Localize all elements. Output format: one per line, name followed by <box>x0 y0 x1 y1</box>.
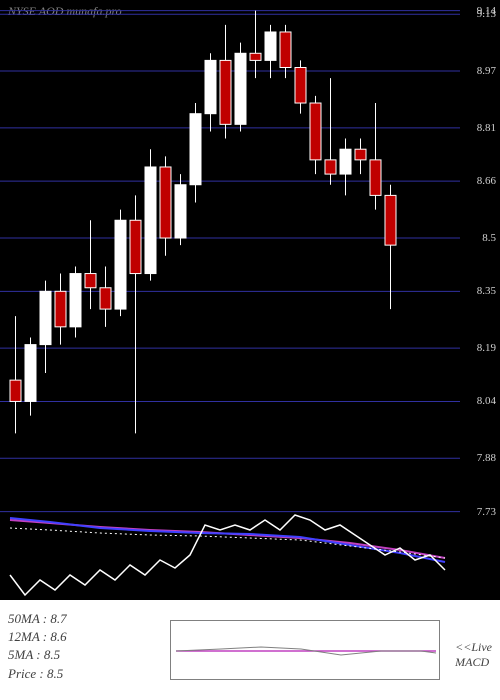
ma5-stat: 5MA : 8.5 <box>8 646 67 664</box>
y-axis-label: 8.81 <box>477 122 496 134</box>
ma50-stat: 50MA : 8.7 <box>8 610 67 628</box>
ma12-stat: 12MA : 8.6 <box>8 628 67 646</box>
macd-label: <<Live MACD <box>455 640 492 670</box>
macd-box <box>170 620 440 680</box>
chart-container: NYSE AOD munafa.pro 9.149.138.978.818.66… <box>0 0 500 700</box>
y-axis-label: 8.66 <box>477 175 496 187</box>
price-chart-svg <box>0 0 460 600</box>
y-axis-label: 8.04 <box>477 395 496 407</box>
y-axis-label: 7.88 <box>477 452 496 464</box>
price-stat: Price : 8.5 <box>8 665 67 683</box>
y-axis-label: 8.19 <box>477 342 496 354</box>
y-axis-label: 8.97 <box>477 65 496 77</box>
stats-panel: 50MA : 8.7 12MA : 8.6 5MA : 8.5 Price : … <box>8 610 67 683</box>
y-axis-label: 8.35 <box>477 285 496 297</box>
y-axis: 9.149.138.978.818.668.58.358.198.047.887… <box>460 0 500 540</box>
y-axis-label: 7.73 <box>477 506 496 518</box>
macd-chart-svg <box>171 621 441 681</box>
price-panel <box>0 0 460 540</box>
y-axis-label: 8.5 <box>482 232 496 244</box>
y-axis-label: 9.13 <box>477 8 496 20</box>
